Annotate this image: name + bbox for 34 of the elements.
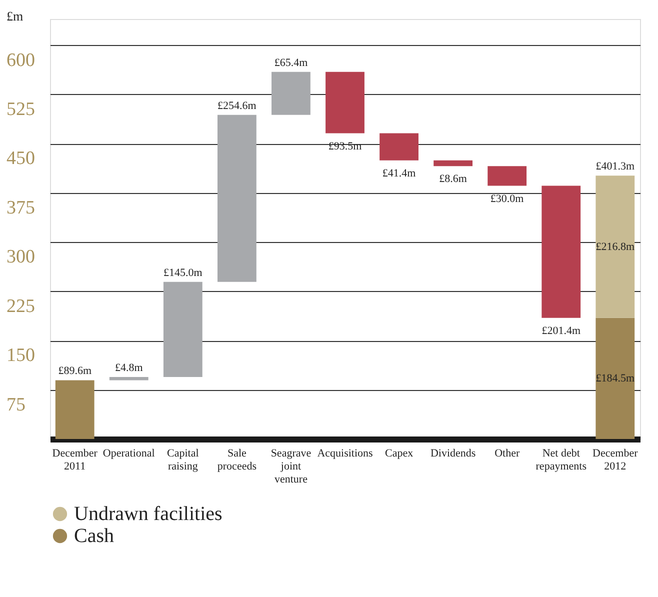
x-tick-label: Capex	[384, 448, 414, 460]
data-label: £145.0m	[164, 266, 203, 279]
data-label: £30.0m	[490, 192, 524, 205]
data-label: £65.4m	[274, 56, 308, 69]
x-tick-label: Seagrave joint venture	[270, 448, 312, 486]
data-label: £216.8m	[596, 240, 635, 253]
legend-label: Undrawn facilities	[74, 503, 222, 525]
y-tick-label: 225	[6, 296, 35, 317]
total-label: £401.3m	[596, 160, 635, 173]
y-tick-label: 150	[6, 345, 35, 366]
data-label: £184.5m	[596, 372, 635, 384]
data-label: £41.4m	[382, 167, 416, 180]
data-label: £8.6m	[439, 173, 468, 186]
data-label: £254.6m	[218, 100, 257, 112]
y-tick-label: 450	[6, 148, 35, 170]
x-tick-label: Acquisitions	[317, 448, 373, 460]
y-axis-title: £m	[6, 8, 24, 24]
y-tick-label: 75	[6, 394, 26, 416]
data-label: £4.8m	[114, 362, 144, 374]
y-tick-label: 525	[6, 98, 35, 120]
x-tick-label: Operational	[102, 448, 155, 460]
data-label: £89.6m	[58, 365, 92, 378]
x-tick-label: Capital raising	[167, 448, 199, 472]
x-tick-label: December 2012	[592, 448, 638, 472]
x-tick-label: Dividends	[430, 448, 476, 460]
data-label: £201.4m	[542, 324, 581, 337]
x-tick-label: Sale proceeds	[217, 448, 256, 472]
x-tick-label: Other	[494, 448, 520, 460]
y-tick-label: 375	[6, 197, 35, 218]
legend-label: Cash	[74, 525, 114, 547]
y-tick-label: 600	[6, 50, 35, 71]
y-tick-label: 300	[6, 246, 35, 268]
x-tick-label: Net debt repayments	[536, 448, 586, 472]
x-tick-label: December 2011	[52, 448, 98, 472]
